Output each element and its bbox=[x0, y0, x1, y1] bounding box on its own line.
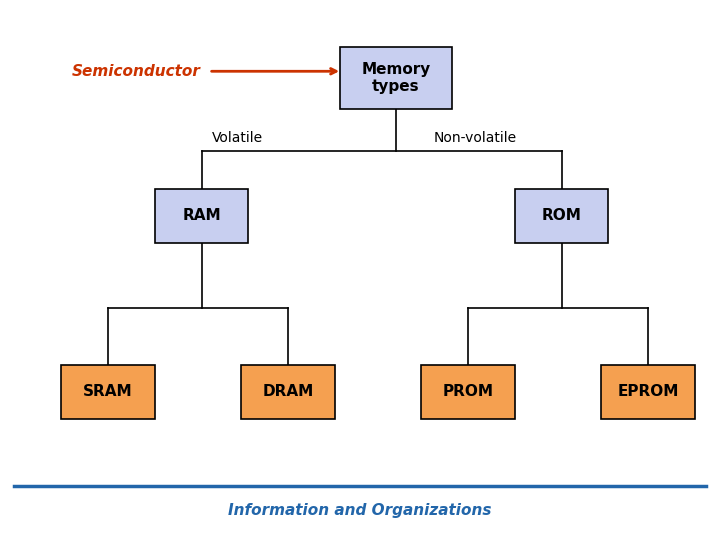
Text: PROM: PROM bbox=[443, 384, 493, 399]
Text: Information and Organizations: Information and Organizations bbox=[228, 503, 492, 518]
Text: Non-volatile: Non-volatile bbox=[433, 131, 517, 145]
Text: EPROM: EPROM bbox=[617, 384, 679, 399]
Text: SRAM: SRAM bbox=[84, 384, 132, 399]
Bar bbox=[155, 189, 248, 243]
Text: Memory
types: Memory types bbox=[361, 62, 431, 94]
Bar bbox=[341, 47, 452, 109]
Bar bbox=[61, 364, 155, 418]
Text: ROM: ROM bbox=[541, 208, 582, 224]
Bar bbox=[241, 364, 335, 418]
Text: RAM: RAM bbox=[182, 208, 221, 224]
Text: Volatile: Volatile bbox=[212, 131, 264, 145]
Text: DRAM: DRAM bbox=[262, 384, 314, 399]
Text: Semiconductor: Semiconductor bbox=[72, 64, 201, 79]
Bar bbox=[421, 364, 515, 418]
Bar bbox=[601, 364, 695, 418]
Bar bbox=[515, 189, 608, 243]
